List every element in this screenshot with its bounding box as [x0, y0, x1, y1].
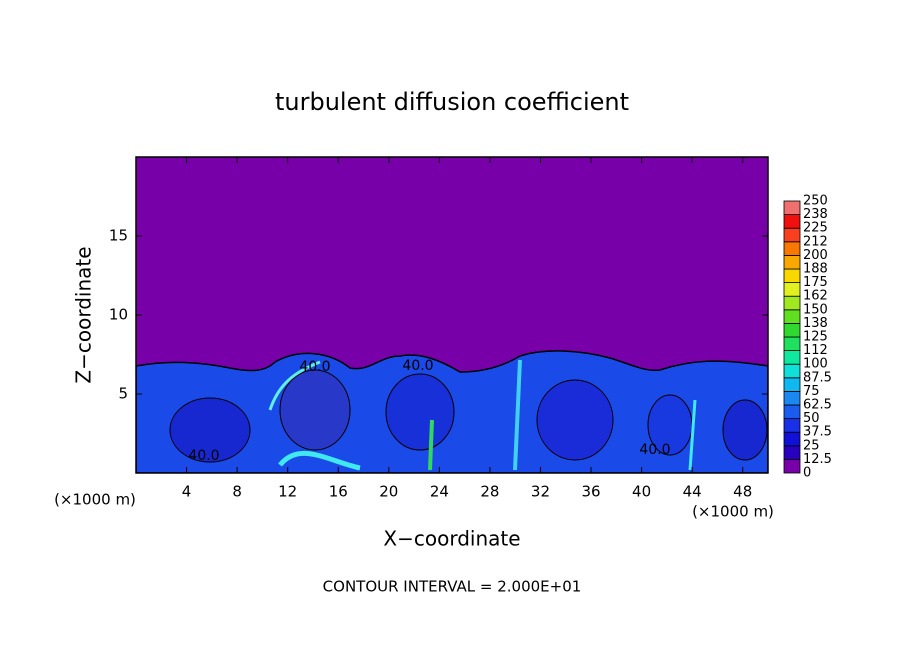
colorbar-label: 200 [803, 248, 828, 263]
x-tick-label: 20 [379, 483, 398, 501]
field [136, 157, 768, 473]
y-axis-label: Z−coordinate [72, 246, 96, 383]
colorbar-label: 50 [803, 411, 820, 426]
colorbar-label: 138 [803, 316, 828, 331]
colorbar-label: 12.5 [803, 452, 832, 467]
contour-label: 40.0 [188, 448, 219, 464]
colorbar-segment [783, 336, 801, 352]
colorbar-label: 75 [803, 384, 820, 399]
colorbar-label: 25 [803, 438, 820, 453]
colorbar-segment [783, 390, 801, 406]
colorbar-label: 125 [803, 330, 828, 345]
contour-label: 40.0 [299, 359, 330, 375]
colorbar-segment [783, 404, 801, 420]
colorbar-segment [783, 254, 801, 270]
x-tick-label: 44 [683, 483, 702, 501]
contour-label: 40.0 [402, 358, 433, 374]
colorbar-label: 150 [803, 302, 828, 317]
colorbar-segment [783, 282, 801, 297]
x-unit: (×1000 m) [54, 491, 136, 509]
y-tick-label: 10 [109, 306, 128, 324]
colorbar-label: 212 [803, 234, 828, 249]
x-tick-label: 12 [278, 483, 297, 501]
x-tick-label: 36 [581, 483, 600, 501]
colorbar-segment [783, 268, 801, 284]
x-tick-label: 40 [632, 483, 651, 501]
x-tick-label: 8 [232, 483, 242, 501]
colorbar-label: 225 [803, 221, 828, 236]
x-axis-label: X−coordinate [383, 527, 520, 551]
x-tick-label: 28 [480, 483, 499, 501]
colorbar-segment [783, 458, 801, 474]
colorbar-label: 0 [803, 466, 811, 481]
chart-title: turbulent diffusion coefficient [275, 88, 629, 116]
colorbar-segment [783, 295, 801, 311]
colorbar-label: 112 [803, 343, 828, 358]
colorbar-segment [783, 431, 801, 447]
x-tick-label: 24 [430, 483, 449, 501]
colorbar-label: 162 [803, 289, 828, 304]
colorbar-label: 87.5 [803, 370, 832, 385]
colorbar-label: 37.5 [803, 425, 832, 440]
x-tick-label: 32 [531, 483, 550, 501]
note: CONTOUR INTERVAL = 2.000E+01 [323, 578, 582, 596]
colorbar-segment [783, 309, 801, 324]
colorbar-label: 238 [803, 207, 828, 222]
colorbar-segment [783, 214, 801, 229]
colorbar-label: 250 [803, 194, 828, 209]
colorbar-segment [783, 377, 801, 392]
colorbar-segment [783, 445, 801, 460]
x-tick-label: 16 [329, 483, 348, 501]
colorbar-label: 62.5 [803, 398, 832, 413]
x-unit: (×1000 m) [692, 503, 774, 521]
colorbar-label: 188 [803, 262, 828, 277]
colorbar-segment [783, 322, 801, 338]
contour-label: 40.0 [639, 442, 670, 458]
colorbar-segment [783, 418, 801, 433]
colorbar-segment [783, 200, 801, 216]
colorbar-segment [783, 227, 801, 243]
colorbar-segment [783, 241, 801, 256]
x-tick-label: 48 [733, 483, 752, 501]
colorbar-segment [783, 363, 801, 379]
colorbar-label: 100 [803, 357, 828, 372]
y-tick-label: 5 [118, 385, 128, 403]
y-tick-label: 15 [109, 227, 128, 245]
colorbar-segment [783, 350, 801, 365]
colorbar-label: 175 [803, 275, 828, 290]
x-tick-label: 4 [182, 483, 192, 501]
